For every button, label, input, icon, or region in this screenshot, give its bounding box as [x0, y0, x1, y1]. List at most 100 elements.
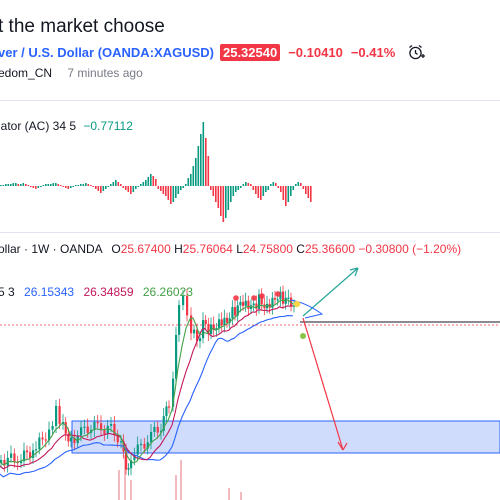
candle-body	[136, 444, 139, 455]
candle-body	[13, 453, 16, 462]
ac-bar	[130, 186, 132, 194]
symbol-name-link[interactable]: ver / U.S. Dollar (OANDA:XAGUSD)	[0, 44, 214, 60]
candle-body	[6, 457, 9, 466]
ac-bar	[245, 182, 247, 186]
ma-legend: 5 3 26.15343 26.34859 26.26023	[0, 285, 193, 299]
ac-bar	[57, 184, 60, 186]
ac-bar	[277, 186, 280, 188]
ac-bar	[220, 186, 222, 216]
ac-bar	[75, 185, 77, 186]
ac-bar	[200, 134, 202, 186]
candle-body	[29, 452, 32, 458]
ac-bar	[40, 186, 42, 187]
ac-bar	[102, 186, 105, 191]
volume-bar	[240, 492, 242, 500]
candle-body	[244, 300, 247, 306]
ma-params: 5 3	[0, 285, 15, 299]
ac-bar	[180, 186, 182, 190]
ac-bar	[230, 186, 232, 202]
ac-bar	[42, 185, 45, 186]
ac-bar	[55, 183, 57, 186]
candle-body	[62, 422, 65, 424]
ac-bar	[225, 186, 227, 218]
candle-body	[150, 431, 153, 443]
ac-bar	[70, 186, 72, 188]
candle-body	[293, 305, 296, 307]
candle-body	[199, 338, 202, 342]
candle-body	[204, 320, 207, 324]
ac-bar	[190, 174, 192, 186]
ac-bar	[110, 184, 112, 186]
candle-body	[276, 299, 279, 301]
author-name[interactable]: edom_CN	[0, 66, 53, 80]
ac-bar	[85, 183, 87, 186]
candle-body	[127, 468, 130, 470]
ac-bar	[2, 185, 5, 186]
signal-dot-red	[233, 295, 239, 301]
ma-line-blue	[0, 315, 294, 478]
candle-body	[116, 434, 119, 443]
drawing-tools	[0, 267, 500, 451]
candle-body	[96, 421, 99, 424]
ac-bar	[32, 186, 35, 188]
candle-body	[282, 291, 285, 304]
ac-value: −0.77112	[83, 119, 133, 133]
volume-bar	[130, 480, 132, 500]
ac-bar	[35, 186, 37, 189]
legend-low: 24.75800	[242, 242, 293, 256]
ac-bar	[237, 186, 240, 190]
legend-open: 25.67400	[120, 242, 171, 256]
ac-bar	[275, 183, 277, 186]
candle-body	[146, 442, 149, 449]
legend-c-label: C	[296, 242, 305, 256]
candle-body	[20, 461, 23, 464]
ac-bar	[197, 146, 200, 186]
ac-bar	[150, 174, 152, 186]
publish-time: 7 minutes ago	[67, 66, 143, 80]
signal-dot-red	[251, 295, 257, 301]
ac-bar	[10, 184, 12, 186]
main-legend: ollar · 1W · OANDA O25.67400 H25.76064 L…	[0, 242, 461, 256]
candle-body	[83, 426, 86, 428]
legend-l-label: L	[236, 242, 243, 256]
ma-value-green: 26.26023	[142, 285, 193, 299]
ac-bar	[20, 184, 22, 186]
candle-body	[100, 423, 103, 431]
ac-bar	[127, 186, 130, 192]
legend-change: −0.30800 (−1.20%)	[358, 242, 462, 256]
candle-body	[156, 426, 159, 433]
ac-bar	[165, 186, 167, 196]
candle-body	[113, 424, 116, 435]
candle-body	[165, 406, 168, 417]
ma-line-green	[0, 299, 294, 466]
ac-bar	[255, 186, 257, 194]
ac-bar	[147, 177, 150, 186]
ac-bar	[90, 185, 92, 186]
alarm-clock-plus-icon[interactable]	[407, 43, 426, 61]
volume-bar	[118, 470, 120, 500]
candle-body	[35, 449, 38, 451]
candle-body	[93, 421, 96, 430]
candle-body	[231, 307, 234, 319]
projection-curve	[289, 299, 324, 319]
ac-bar	[300, 183, 302, 186]
ac-bar	[87, 184, 90, 186]
ac-bar	[105, 186, 107, 189]
candle-body	[260, 294, 263, 305]
ac-legend: lator (AC) 34 5 −0.77112	[0, 119, 133, 133]
volume-bars	[118, 455, 242, 500]
candle-body	[279, 291, 282, 300]
ac-bar	[192, 166, 195, 186]
down-arrow-head	[337, 441, 348, 451]
ac-bar	[0, 185, 2, 186]
candle-body	[215, 327, 218, 330]
pane-divider	[0, 232, 500, 233]
ac-bar	[285, 186, 287, 206]
candle-body	[38, 437, 41, 450]
ac-bar	[250, 184, 252, 186]
candle-body	[67, 433, 70, 442]
candle-body	[196, 329, 199, 342]
candle-body	[73, 437, 76, 444]
ac-bar	[5, 184, 7, 186]
